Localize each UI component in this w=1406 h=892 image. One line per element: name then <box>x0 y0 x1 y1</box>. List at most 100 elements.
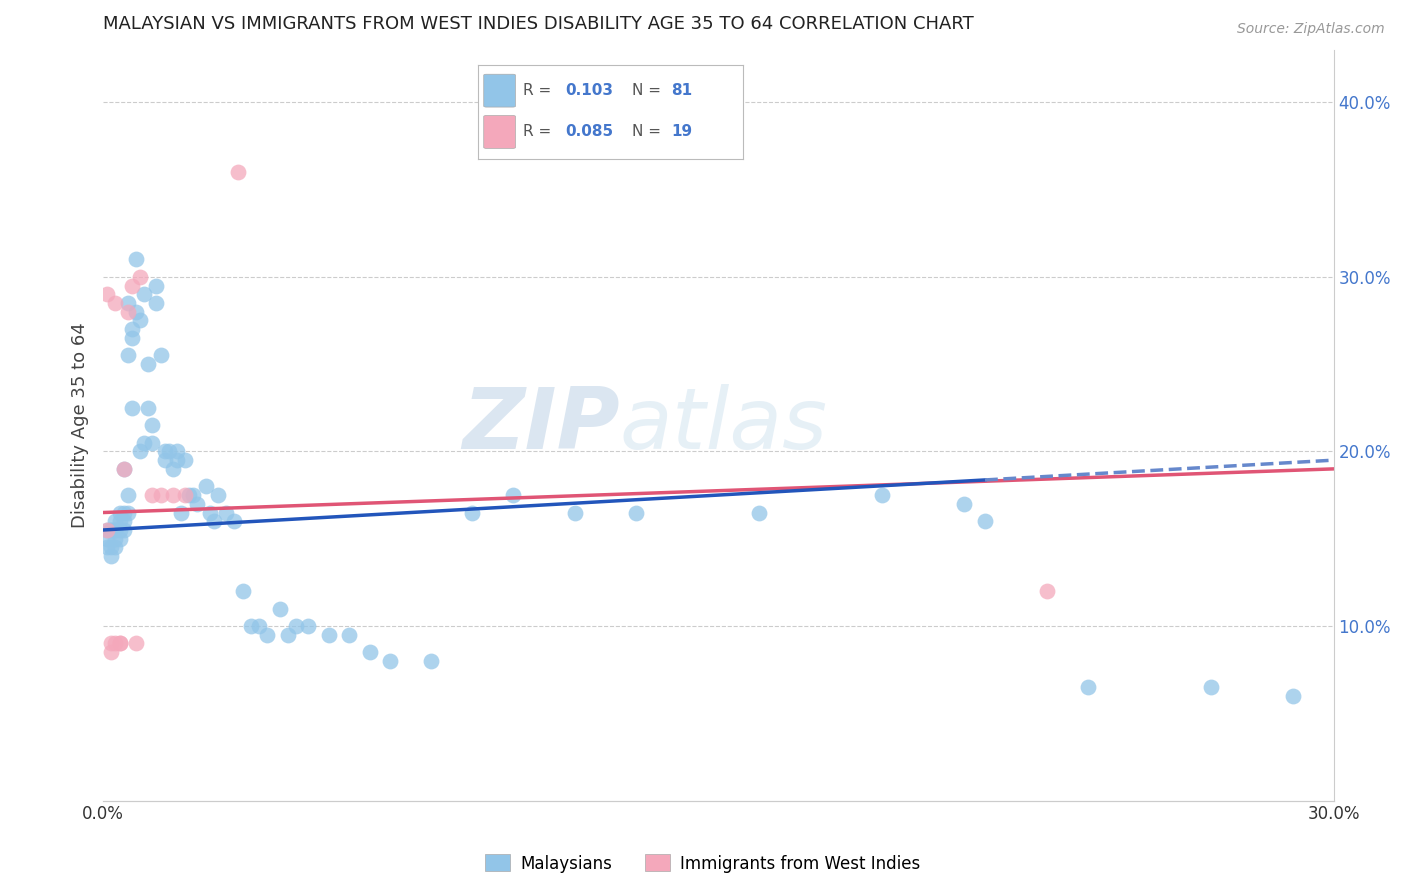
Point <box>141 418 163 433</box>
Point <box>502 488 524 502</box>
Point <box>269 601 291 615</box>
Point <box>129 444 152 458</box>
Text: atlas: atlas <box>620 384 828 467</box>
Point <box>953 497 976 511</box>
Point <box>1199 680 1222 694</box>
Point <box>153 444 176 458</box>
Point <box>100 549 122 564</box>
Point <box>974 514 997 528</box>
Text: Source: ZipAtlas.com: Source: ZipAtlas.com <box>1237 22 1385 37</box>
Point <box>337 628 360 642</box>
Point <box>318 628 340 642</box>
Point <box>112 462 135 476</box>
Point <box>247 619 270 633</box>
Point <box>129 269 152 284</box>
Point <box>96 541 118 555</box>
Point <box>174 488 197 502</box>
Point <box>564 506 586 520</box>
Point <box>297 619 319 633</box>
Point <box>1076 680 1098 694</box>
Point <box>162 462 184 476</box>
Point <box>117 296 139 310</box>
Point <box>136 357 159 371</box>
Point <box>256 628 278 642</box>
Point <box>149 488 172 502</box>
Point <box>117 506 139 520</box>
Point <box>108 636 131 650</box>
Point <box>96 523 118 537</box>
Point <box>626 506 648 520</box>
Point <box>134 287 156 301</box>
Point <box>748 506 770 520</box>
Point <box>134 435 156 450</box>
Point <box>112 506 135 520</box>
Point <box>239 619 262 633</box>
Point <box>100 523 122 537</box>
Text: ZIP: ZIP <box>463 384 620 467</box>
Point <box>1035 584 1057 599</box>
Point <box>145 278 167 293</box>
Point <box>121 331 143 345</box>
Point <box>215 506 238 520</box>
Point <box>1281 689 1303 703</box>
Point <box>174 453 197 467</box>
Point <box>104 541 127 555</box>
Point <box>202 514 225 528</box>
Point <box>125 252 148 267</box>
Point <box>461 506 484 520</box>
Point <box>277 628 299 642</box>
Point <box>100 523 122 537</box>
Point <box>104 523 127 537</box>
Point <box>121 401 143 415</box>
Point <box>149 348 172 362</box>
Point <box>129 313 152 327</box>
Point <box>121 322 143 336</box>
Point <box>224 514 246 528</box>
Point <box>232 584 254 599</box>
Point <box>141 488 163 502</box>
Point <box>186 497 208 511</box>
Point <box>108 532 131 546</box>
Point <box>166 444 188 458</box>
Point <box>96 523 118 537</box>
Point <box>112 523 135 537</box>
Point <box>157 444 180 458</box>
Point <box>104 523 127 537</box>
Point <box>112 514 135 528</box>
Point <box>145 296 167 310</box>
Point <box>228 165 250 179</box>
Point <box>194 479 217 493</box>
Point <box>108 636 131 650</box>
Point <box>108 514 131 528</box>
Point <box>112 462 135 476</box>
Point <box>117 488 139 502</box>
Point <box>100 645 122 659</box>
Point <box>96 532 118 546</box>
Point <box>108 506 131 520</box>
Y-axis label: Disability Age 35 to 64: Disability Age 35 to 64 <box>72 322 89 528</box>
Point <box>117 304 139 318</box>
Point <box>104 296 127 310</box>
Point <box>136 401 159 415</box>
Point <box>104 532 127 546</box>
Point <box>420 654 443 668</box>
Point <box>100 541 122 555</box>
Point <box>100 636 122 650</box>
Point <box>104 636 127 650</box>
Point <box>359 645 381 659</box>
Point <box>117 348 139 362</box>
Point <box>162 488 184 502</box>
Point <box>141 435 163 450</box>
Legend: Malaysians, Immigrants from West Indies: Malaysians, Immigrants from West Indies <box>478 847 928 880</box>
Point <box>125 304 148 318</box>
Point <box>166 453 188 467</box>
Point <box>96 287 118 301</box>
Point <box>108 523 131 537</box>
Text: MALAYSIAN VS IMMIGRANTS FROM WEST INDIES DISABILITY AGE 35 TO 64 CORRELATION CHA: MALAYSIAN VS IMMIGRANTS FROM WEST INDIES… <box>103 15 974 33</box>
Point <box>153 453 176 467</box>
Point <box>179 488 201 502</box>
Point <box>183 488 205 502</box>
Point <box>380 654 402 668</box>
Point <box>198 506 221 520</box>
Point <box>121 278 143 293</box>
